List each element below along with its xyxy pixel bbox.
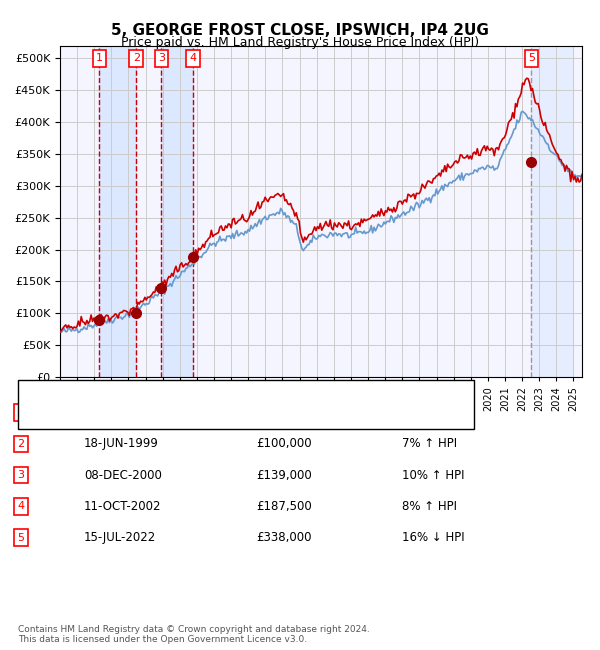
Text: 5, GEORGE FROST CLOSE, IPSWICH, IP4 2UG (detached house): 5, GEORGE FROST CLOSE, IPSWICH, IP4 2UG … [63, 389, 389, 400]
Text: 16% ↓ HPI: 16% ↓ HPI [402, 531, 464, 544]
Text: 8% ↑ HPI: 8% ↑ HPI [402, 500, 457, 513]
Text: 08-DEC-2000: 08-DEC-2000 [84, 469, 162, 482]
Text: 10% ↑ HPI: 10% ↑ HPI [402, 469, 464, 482]
Text: £338,000: £338,000 [257, 531, 312, 544]
Text: 1: 1 [17, 408, 25, 418]
Text: 2: 2 [17, 439, 25, 449]
Text: 3: 3 [158, 53, 165, 63]
Text: 5: 5 [17, 532, 25, 543]
Text: 5, GEORGE FROST CLOSE, IPSWICH, IP4 2UG: 5, GEORGE FROST CLOSE, IPSWICH, IP4 2UG [111, 23, 489, 38]
Text: £187,500: £187,500 [256, 500, 312, 513]
Text: 4: 4 [190, 53, 197, 63]
Text: 7% ↑ HPI: 7% ↑ HPI [402, 437, 457, 450]
Text: HPI: Average price, detached house, Ipswich: HPI: Average price, detached house, Ipsw… [63, 411, 295, 421]
Bar [161, 46, 193, 377]
Text: 17% ↑ HPI: 17% ↑ HPI [402, 406, 464, 419]
Bar [532, 46, 574, 377]
Text: 11-OCT-2002: 11-OCT-2002 [84, 500, 161, 513]
Text: Contains HM Land Registry data © Crown copyright and database right 2024.: Contains HM Land Registry data © Crown c… [18, 625, 370, 634]
Text: 4: 4 [17, 501, 25, 512]
Text: 15-JUL-2022: 15-JUL-2022 [84, 531, 156, 544]
Text: This data is licensed under the Open Government Licence v3.0.: This data is licensed under the Open Gov… [18, 634, 307, 644]
Text: 18-JUN-1999: 18-JUN-1999 [84, 437, 159, 450]
Text: £89,950: £89,950 [263, 406, 312, 419]
Text: 25-APR-1997: 25-APR-1997 [84, 406, 160, 419]
Text: £139,000: £139,000 [256, 469, 312, 482]
Text: Price paid vs. HM Land Registry's House Price Index (HPI): Price paid vs. HM Land Registry's House … [121, 36, 479, 49]
Text: 3: 3 [17, 470, 25, 480]
Text: 2: 2 [133, 53, 140, 63]
Text: 1: 1 [96, 53, 103, 63]
Bar [100, 46, 136, 377]
Text: 5: 5 [528, 53, 535, 63]
Text: £100,000: £100,000 [256, 437, 312, 450]
